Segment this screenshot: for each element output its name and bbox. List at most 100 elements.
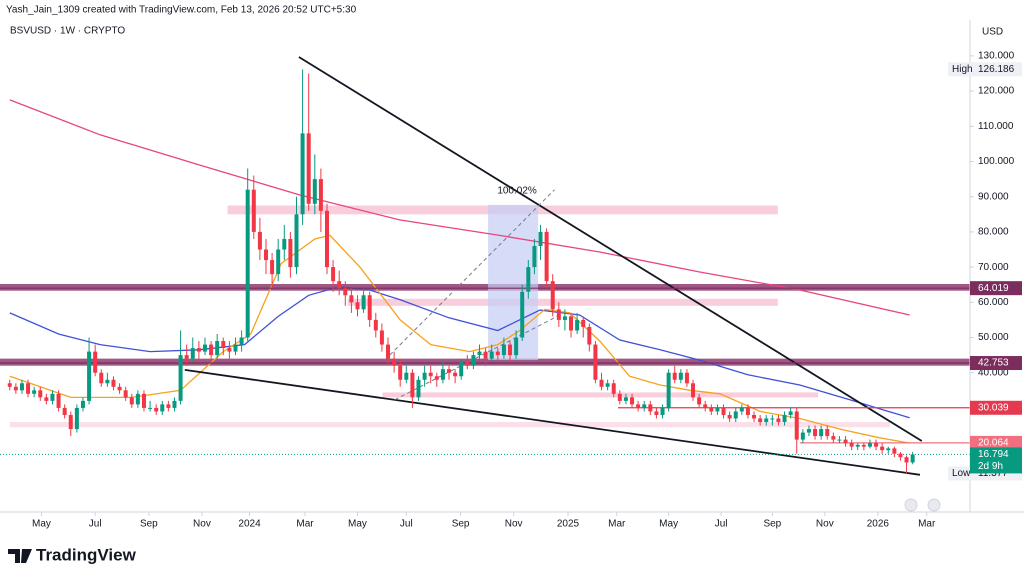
candle-body [196,348,201,352]
candle-body [233,344,238,352]
candle-body [459,362,464,377]
candle-body [727,414,732,419]
candle-body [630,397,635,405]
candle-body [148,407,153,409]
candle-body [386,344,390,359]
candle-body [276,249,281,275]
trendline [394,314,561,401]
candle-body [587,326,592,345]
candle-body [825,429,830,437]
x-tick-label: May [348,519,367,530]
level-label: 64.019 [978,283,1009,294]
x-tick-label: Mar [296,519,314,530]
candle-body [782,414,787,422]
candle-body [874,443,879,447]
candle-body [794,411,799,440]
candle-body [312,179,317,204]
measure-box [488,204,539,361]
zone [9,421,891,428]
candle-body [739,407,744,412]
candle-body [209,344,214,356]
candle-body [544,231,549,282]
level-label-box [970,281,1022,296]
candle-body [74,407,79,430]
candle-body [483,351,488,359]
candle-body [422,372,427,380]
candle-body [416,379,421,398]
candle-body [32,390,37,394]
candle-body [141,393,146,408]
y-tick-label: 110.000 [978,121,1014,132]
candle-body [135,393,140,405]
y-tick-label: 70.000 [978,262,1009,273]
candle-body [105,379,110,384]
candle-body [837,439,842,441]
candle-body [93,351,98,373]
candle-body [172,400,177,408]
axes: 130.000 120.000 110.000 100.000 90.000 80.000… [32,51,1022,530]
candle-body [26,383,31,394]
candle-body [68,414,73,430]
candle-body [550,281,555,310]
y-tick-label: 50.000 [978,332,1009,343]
candle-body [56,393,61,408]
candle-body [349,295,354,303]
x-tick-label: Mar [918,519,936,530]
y-tick-label: 80.000 [978,227,1009,238]
candle-body [684,372,689,384]
x-tick-label: Sep [452,519,470,530]
candle-body [691,383,696,398]
candle-body [648,404,653,412]
candle-body [160,404,165,412]
candle-body [215,341,220,356]
candle-body [806,429,811,433]
last-price-box [970,447,1022,474]
candle-body [111,379,116,387]
candle-body [770,418,775,420]
candle-body [520,291,525,338]
candle-body [855,444,860,447]
candle-body [569,316,574,331]
event-flag [904,498,918,512]
candle-body [428,372,433,377]
candle-body [154,407,159,412]
candle-body [514,337,519,356]
candle-body [318,179,323,211]
x-tick-label: Sep [140,519,158,530]
x-tick-label: Sep [763,519,781,530]
low-label: Low [952,468,971,479]
candle-body [38,390,43,398]
candle-body [813,429,818,437]
event-flag [927,498,941,512]
candle-body [123,390,128,398]
candle-body [343,288,348,296]
candle-body [892,448,897,454]
candle-body [849,443,854,447]
candle-body [263,249,268,261]
candle-body [605,383,610,387]
candle-body [447,369,452,373]
candle-body [501,344,506,356]
candle-body [843,439,848,444]
candle-body [703,404,708,408]
brand: TradingView [36,545,137,564]
candle-body [245,189,250,338]
candle-body [465,362,470,366]
candle-body [593,344,598,380]
x-tick-label: Nov [816,519,834,530]
candle-body [489,351,494,359]
candle-body [410,372,415,398]
x-tick-label: Nov [505,519,523,530]
y-tick-label: 60.000 [978,297,1009,308]
moving-average [9,286,910,419]
candle-body [715,407,720,412]
candle-body [306,133,311,204]
candle-body [495,351,500,356]
candle-body [367,295,372,320]
x-tick-label: 2026 [867,519,890,530]
plot: 100.02% [0,56,970,476]
y-tick-label: 40.000 [978,367,1009,378]
candle-body [190,348,195,359]
candle-body [294,214,299,268]
